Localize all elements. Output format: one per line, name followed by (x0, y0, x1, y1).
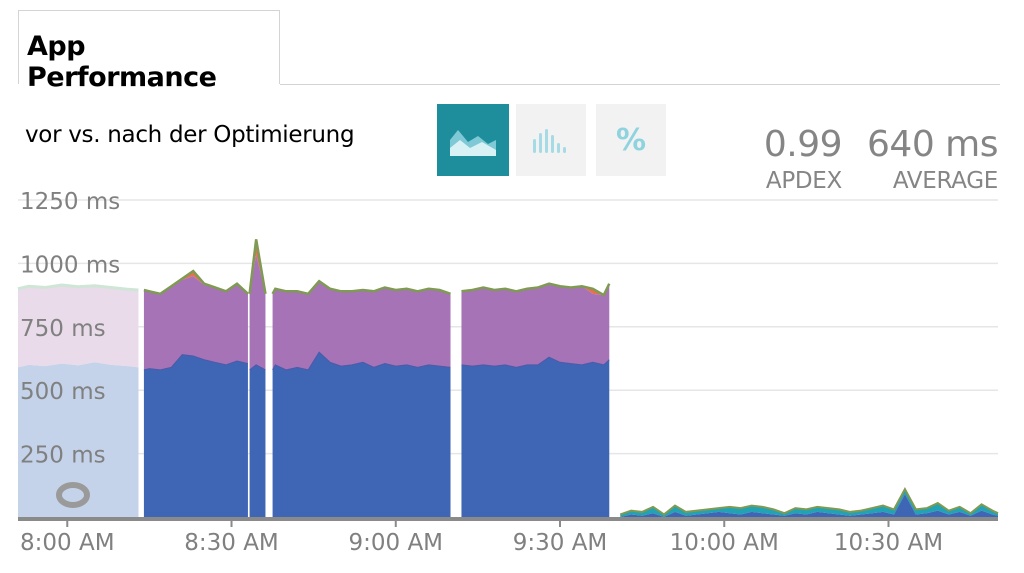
faded-top-line (17, 283, 139, 292)
chart-subtitle: vor vs. nach der Optimierung (25, 122, 355, 148)
series-red-segment-3 (461, 283, 610, 296)
series-blue-segment-0 (143, 354, 248, 517)
y-tick-label: 1250 ms (20, 189, 120, 215)
x-tick-label: 9:30 AM (513, 530, 608, 556)
series-top-line-1 (248, 239, 267, 295)
series-base-line-0 (143, 354, 249, 371)
y-tick-label: 750 ms (20, 316, 106, 342)
series-top-line-2 (271, 279, 451, 296)
low-series-teal-area (620, 489, 998, 517)
faded-blue-area (18, 362, 139, 517)
area-chart-mode-button[interactable] (437, 104, 509, 176)
area-chart-icon (450, 130, 496, 156)
percent-mode-button[interactable]: % (596, 104, 666, 176)
app-performance-tab[interactable]: App Performance (18, 10, 280, 93)
x-tick-label: 8:00 AM (20, 530, 115, 556)
x-tick-label: 8:30 AM (184, 530, 279, 556)
average-label: AVERAGE (892, 168, 998, 194)
y-tick-label: 1000 ms (20, 252, 120, 278)
series-purple-segment-0 (143, 276, 248, 370)
apdex-value: 0.99 (763, 124, 843, 165)
annotation-marker-icon (56, 482, 90, 508)
y-tick-label: 500 ms (20, 379, 106, 405)
series-blue-segment-3 (461, 357, 610, 517)
series-blue-segment-2 (272, 352, 451, 517)
tab-divider (280, 84, 1000, 85)
series-top-line-3 (461, 282, 611, 297)
apdex-label: APDEX (765, 168, 842, 194)
series-base-line-1 (249, 364, 266, 371)
average-value: 640 ms (867, 124, 998, 165)
series-top-line-0 (143, 269, 249, 296)
faded-purple-area (18, 284, 139, 368)
histogram-icon (533, 129, 566, 153)
histogram-mode-button[interactable] (516, 104, 586, 176)
series-base-line-3 (461, 356, 610, 368)
percent-icon: % (615, 122, 647, 158)
series-base-line-2 (272, 351, 451, 371)
low-series-top-line (619, 486, 999, 516)
low-series-blue-area (620, 494, 998, 517)
series-purple-segment-3 (461, 283, 610, 368)
y-tick-label: 250 ms (20, 443, 106, 469)
series-blue-segment-1 (249, 364, 266, 517)
series-purple-segment-2 (272, 281, 451, 370)
x-tick-label: 10:30 AM (834, 530, 943, 556)
x-tick-label: 10:00 AM (670, 530, 779, 556)
x-tick-label: 9:00 AM (348, 530, 443, 556)
x-axis-line (18, 517, 998, 521)
page-title: App Performance (27, 31, 217, 93)
series-purple-segment-1 (249, 254, 266, 370)
